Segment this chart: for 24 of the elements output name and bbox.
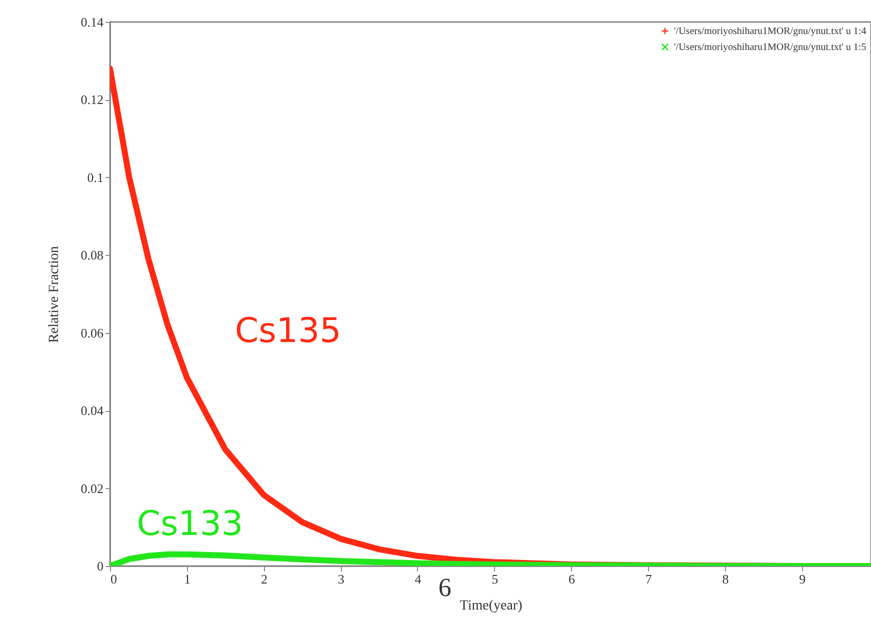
x-tick-label: 2 <box>260 572 268 586</box>
y-tick-label: 0.04 <box>80 403 104 418</box>
y-tick-label: 0.14 <box>80 14 104 30</box>
legend-label: '/Users/moriyoshiharu1MOR/gnu/ynut.txt' u 1:4 <box>674 26 866 37</box>
x-tick-label: 4 <box>414 572 422 586</box>
x-axis-title: Time(year) <box>460 598 523 614</box>
y-tick-label: 0.02 <box>80 480 104 496</box>
annotation: Cs135 <box>234 311 342 352</box>
x-tick-label: 9 <box>799 572 806 586</box>
y-tick-label: 0.06 <box>80 325 104 340</box>
x-tick-label: 7 <box>645 572 652 586</box>
annotation: Cs133 <box>136 504 244 544</box>
y-axis-title: Relative Fraction <box>46 246 62 343</box>
y-tick-label: 0.12 <box>80 92 104 108</box>
x-tick-label: 1 <box>184 572 191 586</box>
y-tick-label: 0.08 <box>80 248 104 263</box>
x-tick-label: 3 <box>338 572 344 586</box>
x-tick-label: 8 <box>722 572 729 586</box>
x-tick-label: 0 <box>110 572 117 586</box>
y-tick-label: 0.1 <box>87 170 104 185</box>
x-tick-label: 5 <box>492 572 498 586</box>
y-tick-label: 0 <box>97 558 104 574</box>
x-tick-label: 6 <box>568 572 576 586</box>
legend-label: '/Users/moriyoshiharu1MOR/gnu/ynut.txt' u 1:5 <box>674 42 866 53</box>
